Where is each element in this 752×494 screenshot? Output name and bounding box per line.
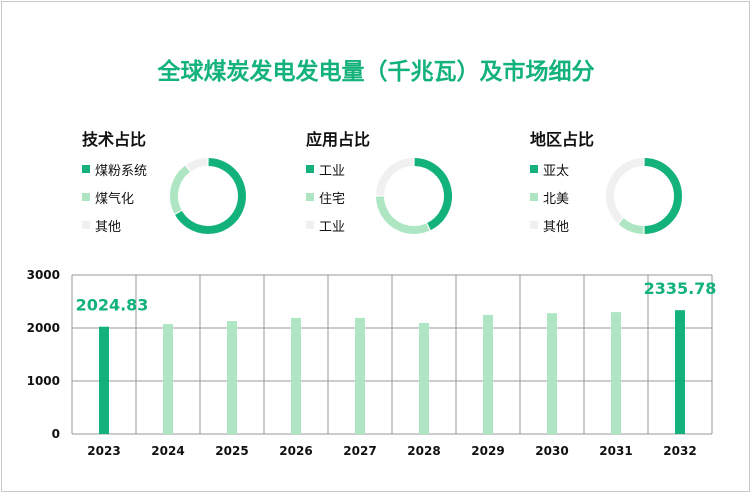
legend-swatch [530, 221, 538, 229]
donut-segment [376, 196, 430, 234]
bar [547, 313, 557, 434]
legend-label: 其他 [95, 219, 122, 235]
bar [99, 326, 109, 434]
donut-legend: 工业 住宅 工业 [306, 155, 345, 239]
x-tick-label: 2032 [663, 444, 696, 458]
bar [227, 321, 237, 434]
y-tick-label: 1000 [27, 374, 60, 388]
x-tick-label: 2026 [279, 444, 312, 458]
legend-item: 煤粉系统 [82, 155, 147, 183]
legend-swatch [82, 221, 90, 229]
legend-swatch [306, 193, 314, 201]
y-tick-label: 3000 [27, 268, 60, 282]
legend-label: 煤气化 [95, 191, 135, 207]
x-tick-label: 2029 [471, 444, 504, 458]
bar [163, 324, 173, 434]
donut-segment [175, 158, 246, 234]
donut-title: 应用占比 [306, 130, 371, 149]
legend-item: 工业 [306, 155, 345, 183]
legend-swatch [306, 165, 314, 173]
x-tick-label: 2023 [87, 444, 120, 458]
donut-legend: 煤粉系统 煤气化 其他 [82, 155, 147, 239]
bar [675, 310, 685, 434]
donut-segment [644, 158, 682, 234]
legend-item: 住宅 [306, 183, 345, 211]
legend-item: 北美 [530, 183, 569, 211]
legend-label: 工业 [319, 219, 346, 235]
x-tick-label: 2027 [343, 444, 376, 458]
x-tick-label: 2030 [535, 444, 568, 458]
donut-segment [170, 165, 191, 214]
legend-label: 住宅 [319, 191, 346, 207]
legend-label: 煤粉系统 [95, 163, 148, 179]
legend-item: 其他 [530, 211, 569, 239]
data-label: 2024.83 [76, 296, 149, 315]
legend-item: 其他 [82, 211, 147, 239]
bar [483, 315, 493, 434]
donut-segment [618, 218, 644, 234]
legend-swatch [82, 165, 90, 173]
x-tick-label: 2028 [407, 444, 440, 458]
bar [355, 317, 365, 434]
donut-title: 技术占比 [82, 130, 147, 149]
y-tick-label: 2000 [27, 321, 60, 335]
x-tick-label: 2024 [151, 444, 184, 458]
legend-swatch [530, 165, 538, 173]
legend-item: 工业 [306, 211, 345, 239]
bar [419, 322, 429, 434]
legend-item: 煤气化 [82, 183, 147, 211]
legend-swatch [82, 193, 90, 201]
donut-legend: 亚太 北美 其他 [530, 155, 569, 239]
x-tick-label: 2025 [215, 444, 248, 458]
bar [611, 312, 621, 434]
legend-label: 亚太 [543, 163, 570, 179]
donut-segment [186, 158, 208, 172]
legend-swatch [306, 221, 314, 229]
donut-title: 地区占比 [530, 130, 595, 149]
legend-swatch [530, 193, 538, 201]
donut-segment [606, 158, 644, 224]
data-label: 2335.78 [644, 279, 717, 298]
legend-label: 其他 [543, 219, 570, 235]
donut-segment [414, 158, 452, 231]
legend-item: 亚太 [530, 155, 569, 183]
donut-segment [376, 158, 414, 196]
legend-label: 北美 [543, 191, 570, 207]
legend-label: 工业 [319, 163, 346, 179]
bar [291, 317, 301, 434]
y-tick-label: 0 [52, 427, 60, 441]
x-tick-label: 2031 [599, 444, 632, 458]
page-title: 全球煤炭发电发电量（千兆瓦）及市场细分 [157, 59, 595, 85]
